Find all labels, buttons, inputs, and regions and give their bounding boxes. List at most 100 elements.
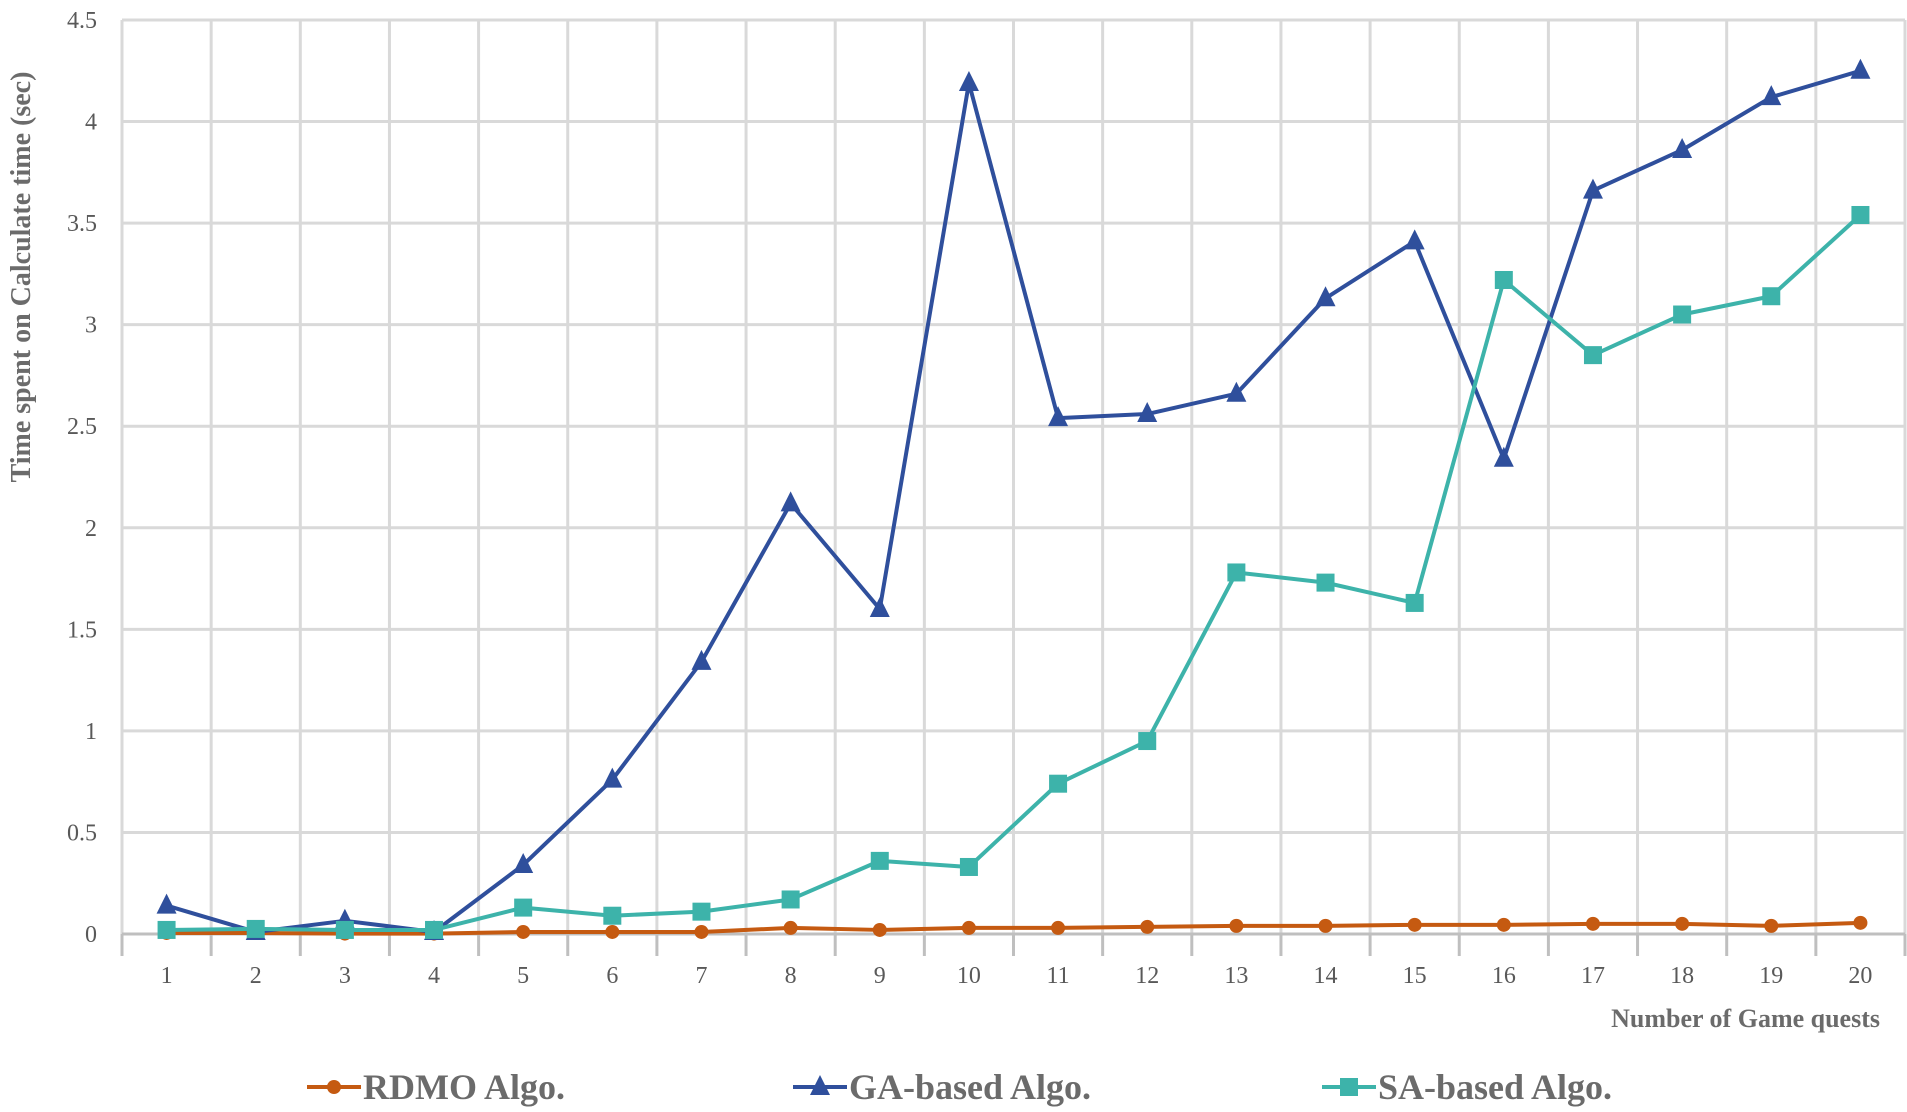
x-tick-label: 7 <box>695 963 707 989</box>
series-line <box>166 920 1861 936</box>
y-axis-title: Time spent on Calculate time (sec) <box>6 72 37 483</box>
series-sa-based-algo <box>157 205 1870 939</box>
data-point <box>869 597 890 618</box>
data-point <box>1764 918 1779 933</box>
data-point <box>1583 346 1602 365</box>
data-point <box>1582 178 1603 199</box>
legend-label: RDMO Algo. <box>363 1067 565 1107</box>
data-point <box>1404 229 1425 250</box>
data-point <box>1049 774 1068 793</box>
data-point <box>1496 917 1511 932</box>
data-point <box>1672 137 1693 158</box>
data-point <box>425 920 444 939</box>
data-point <box>1407 917 1422 932</box>
data-point <box>1140 919 1155 934</box>
data-point <box>603 906 622 925</box>
data-point <box>959 857 978 876</box>
x-tick-label: 8 <box>785 963 797 989</box>
data-point <box>1315 286 1336 307</box>
data-point <box>1673 305 1692 324</box>
data-point <box>1761 85 1782 106</box>
x-tick-label: 5 <box>517 963 529 989</box>
data-point <box>1138 732 1157 751</box>
x-tick-label: 14 <box>1314 963 1338 989</box>
data-point <box>1229 918 1244 933</box>
y-tick-label: 2 <box>85 516 97 542</box>
x-tick-label: 20 <box>1848 963 1872 989</box>
y-tick-label: 0 <box>85 922 97 948</box>
x-tick-label: 10 <box>957 963 981 989</box>
data-point <box>1585 916 1600 931</box>
y-tick-label: 2.5 <box>67 414 97 440</box>
legend-item: GA-based Algo. <box>793 1067 1091 1107</box>
series <box>156 58 1871 941</box>
data-point <box>783 920 798 935</box>
data-point <box>781 890 800 909</box>
data-point <box>1851 205 1870 224</box>
series-line <box>166 68 1861 934</box>
series-ga-based-algo <box>156 58 1871 940</box>
x-tick-label: 19 <box>1759 963 1783 989</box>
x-tick-label: 15 <box>1403 963 1427 989</box>
data-point <box>1137 402 1158 423</box>
legend-label: GA-based Algo. <box>849 1067 1091 1107</box>
data-point <box>1048 406 1069 427</box>
x-tick-label: 4 <box>428 963 440 989</box>
data-point <box>1051 920 1066 935</box>
x-tick-label: 11 <box>1047 963 1070 989</box>
data-point <box>1675 916 1690 931</box>
legend-label: SA-based Algo. <box>1378 1067 1612 1107</box>
data-point <box>1494 270 1513 289</box>
x-tick-label: 1 <box>161 963 173 989</box>
data-point <box>157 920 176 939</box>
data-point <box>1316 573 1335 592</box>
y-tick-label: 0.5 <box>67 820 97 846</box>
data-point <box>156 893 177 914</box>
data-point <box>516 924 531 939</box>
grid <box>120 18 1907 934</box>
y-tick-label: 3.5 <box>67 211 97 237</box>
data-point <box>1405 593 1424 612</box>
data-point <box>691 649 712 670</box>
x-tick-label: 13 <box>1224 963 1248 989</box>
axes <box>120 932 1907 956</box>
x-tick-label: 16 <box>1492 963 1516 989</box>
x-tick-label: 9 <box>874 963 886 989</box>
y-tick-label: 4 <box>85 110 97 136</box>
x-tick-label: 2 <box>250 963 262 989</box>
x-tick-labels: 1 2 3 4 5 6 7 8 9 10 11 12 13 14 15 16 17 18 19 20 <box>161 963 1873 989</box>
x-tick-label: 12 <box>1135 963 1159 989</box>
data-point <box>514 898 533 917</box>
y-tick-label: 3 <box>85 313 97 339</box>
data-point <box>872 922 887 937</box>
data-point <box>1853 915 1868 930</box>
x-tick-label: 18 <box>1670 963 1694 989</box>
data-point <box>246 919 265 938</box>
data-point <box>1226 381 1247 402</box>
x-tick-label: 6 <box>606 963 618 989</box>
series-rdmo-algo <box>159 915 1868 941</box>
data-point <box>335 920 354 939</box>
legend-item: RDMO Algo. <box>307 1067 565 1107</box>
data-point <box>513 852 534 873</box>
data-point <box>961 920 976 935</box>
data-point <box>692 902 711 921</box>
data-point <box>605 924 620 939</box>
y-tick-label: 4.5 <box>67 8 97 34</box>
data-point <box>602 767 623 788</box>
legend: RDMO Algo. GA-based Algo. SA-based Algo. <box>307 1067 1612 1107</box>
data-point <box>694 924 709 939</box>
y-tick-label: 1 <box>85 719 97 745</box>
legend-item: SA-based Algo. <box>1322 1067 1612 1107</box>
legend-marker <box>810 1075 830 1095</box>
data-point <box>958 70 979 91</box>
data-point <box>1318 918 1333 933</box>
x-tick-label: 3 <box>339 963 351 989</box>
x-axis-title: Number of Game quests <box>1611 1004 1880 1033</box>
data-point <box>1850 58 1871 79</box>
data-point <box>780 491 801 512</box>
legend-marker <box>1340 1078 1358 1096</box>
y-tick-label: 1.5 <box>67 617 97 643</box>
x-tick-label: 17 <box>1581 963 1605 989</box>
